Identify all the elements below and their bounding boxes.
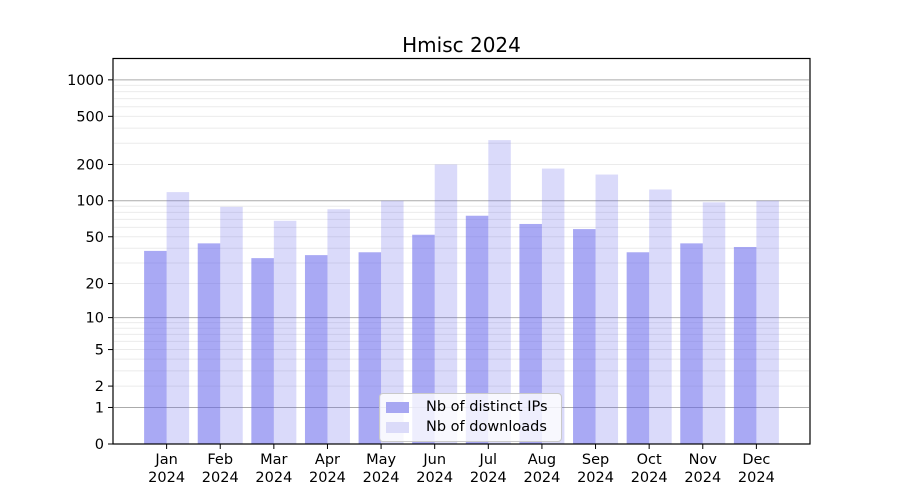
bar-downloads-jan [166,192,190,444]
x-tick-label-month-mar: Mar [260,452,287,468]
legend-item-distinct-ips: Nb of distinct IPs [386,399,548,416]
y-tick-label-500: 500 [76,109,104,125]
bar-downloads-mar [273,220,297,444]
bar-distinct-ips-jul [465,215,489,444]
x-tick-label-month-dec: Dec [742,452,770,468]
y-tick-label-10: 10 [86,311,104,327]
bar-downloads-sep [595,174,619,444]
bar-distinct-ips-apr [304,255,328,444]
x-tick-label-month-oct: Oct [637,452,662,468]
legend: Nb of distinct IPs Nb of downloads [379,393,562,442]
bar-distinct-ips-nov [680,243,703,444]
bar-downloads-may [381,200,404,444]
legend-label-downloads: Nb of downloads [426,419,547,435]
plot-frame [112,57,811,445]
y-tick-label-200: 200 [76,157,104,173]
bar-distinct-ips-jun [412,234,435,444]
legend-item-downloads: Nb of downloads [386,419,548,436]
bar-downloads-jul [488,140,511,444]
bar-distinct-ips-may [358,252,382,444]
bar-distinct-ips-dec [733,246,757,444]
bar-distinct-ips-feb [197,243,221,444]
y-tick-label-1: 1 [95,400,104,416]
x-tick-label-month-jul: Jul [479,452,498,468]
legend-label-distinct-ips: Nb of distinct IPs [426,399,548,415]
bar-distinct-ips-sep [573,229,596,444]
x-tick-label-year-apr: 2024 [309,470,346,486]
legend-swatch-downloads-icon [386,422,409,433]
x-tick-label-year-oct: 2024 [631,470,668,486]
bar-distinct-ips-mar [251,258,274,444]
bar-downloads-dec [756,200,779,444]
y-tick-label-0: 0 [95,437,104,453]
x-tick-label-month-jun: Jun [422,452,446,468]
x-tick-label-month-may: May [366,452,396,468]
x-tick-label-month-aug: Aug [528,452,556,468]
x-tick-label-year-sep: 2024 [577,470,614,486]
x-tick-label-month-feb: Feb [207,452,233,468]
x-tick-label-year-aug: 2024 [523,470,560,486]
x-tick-label-year-jan: 2024 [148,470,185,486]
bar-downloads-nov [702,202,726,444]
x-tick-label-year-dec: 2024 [738,470,775,486]
x-tick-label-month-apr: Apr [315,452,340,468]
bar-distinct-ips-jan [144,250,167,444]
y-tick-label-50: 50 [86,230,104,246]
y-tick-label-1000: 1000 [67,73,104,89]
x-tick-label-year-mar: 2024 [255,470,292,486]
bar-downloads-feb [220,206,243,444]
x-tick-label-year-jun: 2024 [416,470,453,486]
x-tick-label-month-sep: Sep [582,452,609,468]
x-tick-label-year-feb: 2024 [202,470,239,486]
chart-title: Hmisc 2024 [402,33,521,57]
x-tick-label-month-nov: Nov [689,452,718,468]
x-tick-label-month-jan: Jan [154,452,177,468]
y-tick-label-2: 2 [95,379,104,395]
y-tick-label-100: 100 [76,194,104,210]
bar-distinct-ips-oct [626,252,650,444]
bar-downloads-jun [434,164,458,444]
x-tick-label-year-jul: 2024 [470,470,507,486]
bar-downloads-aug [541,168,565,445]
bar-downloads-oct [649,189,672,444]
x-tick-label-year-may: 2024 [363,470,400,486]
bar-downloads-apr [327,209,350,444]
bar-distinct-ips-aug [519,223,542,444]
legend-swatch-distinct-ips-icon [386,402,409,413]
x-tick-label-year-nov: 2024 [684,470,721,486]
y-tick-label-20: 20 [86,277,104,293]
y-tick-label-5: 5 [95,343,104,359]
